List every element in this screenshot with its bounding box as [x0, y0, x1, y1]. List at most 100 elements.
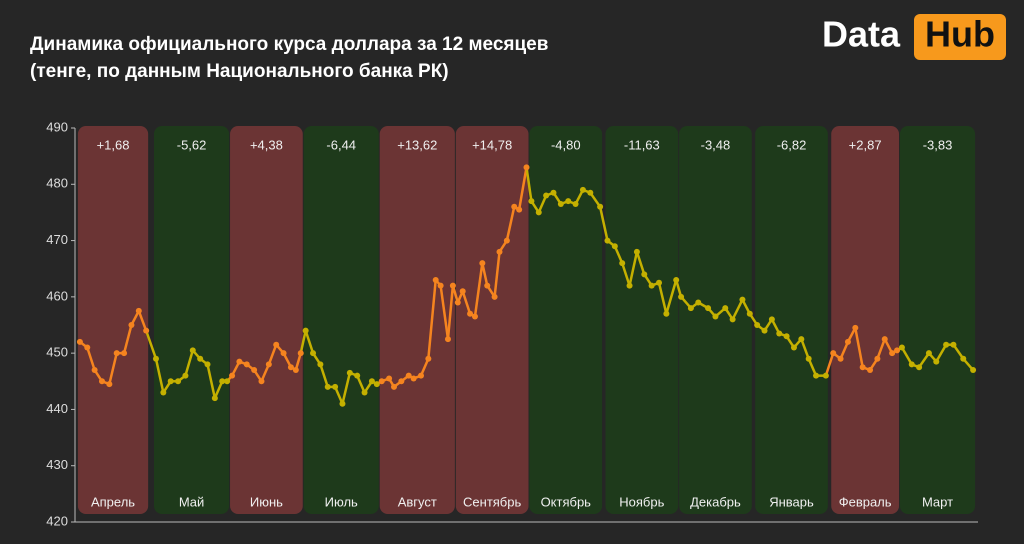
- point: [324, 383, 331, 390]
- line-segment: [427, 279, 437, 359]
- month-band: [899, 126, 976, 514]
- point: [152, 355, 159, 362]
- line-segment: [319, 364, 329, 388]
- line-segment: [657, 282, 668, 315]
- point: [557, 200, 564, 207]
- line-segment: [333, 386, 344, 405]
- line-segment: [537, 195, 548, 213]
- dots: [76, 164, 977, 407]
- point: [91, 367, 98, 374]
- point: [219, 378, 226, 385]
- point: [182, 372, 189, 379]
- point: [368, 378, 375, 385]
- band-change-label: -11,63: [624, 137, 660, 152]
- point: [258, 378, 265, 385]
- point: [535, 209, 542, 216]
- line-segment: [267, 344, 278, 365]
- point: [511, 203, 518, 210]
- point: [898, 344, 905, 351]
- point: [310, 350, 317, 357]
- band-change-label: +14,78: [472, 137, 512, 152]
- line-segment: [800, 338, 810, 360]
- band-change-label: -6,82: [777, 137, 807, 152]
- point: [943, 341, 950, 348]
- month-band: [77, 126, 149, 514]
- point: [354, 372, 361, 379]
- point: [844, 338, 851, 345]
- point: [459, 288, 466, 295]
- line-segment: [446, 285, 455, 340]
- chart-title: Динамика официального курса доллара за 1…: [30, 34, 548, 55]
- point: [695, 299, 702, 306]
- line-segment: [900, 346, 913, 366]
- point: [783, 333, 790, 340]
- line-segment: [935, 344, 948, 363]
- month-label: Март: [922, 494, 953, 509]
- y-tick-label: 450: [46, 345, 68, 360]
- band-change-label: -4,80: [551, 137, 581, 152]
- point: [390, 383, 397, 390]
- point: [746, 310, 753, 317]
- point: [604, 237, 611, 244]
- line-segment: [206, 364, 217, 399]
- line-segment: [356, 375, 366, 394]
- point: [229, 372, 236, 379]
- point: [656, 279, 663, 286]
- point: [287, 364, 294, 371]
- point: [722, 305, 729, 312]
- point: [790, 344, 797, 351]
- line-segment: [635, 251, 646, 275]
- point: [663, 310, 670, 317]
- point: [410, 375, 417, 382]
- line-segment: [341, 372, 352, 405]
- line-segment: [154, 358, 165, 393]
- point: [128, 322, 135, 328]
- month-label: Январь: [769, 494, 814, 509]
- line-segment: [299, 330, 307, 354]
- point: [106, 381, 113, 388]
- point: [332, 383, 339, 390]
- point: [908, 361, 915, 368]
- point: [687, 305, 694, 312]
- point: [121, 350, 128, 357]
- point: [113, 350, 120, 357]
- point: [813, 372, 820, 379]
- point: [761, 327, 768, 334]
- point: [373, 381, 380, 388]
- month-band: [153, 126, 230, 514]
- point: [933, 358, 940, 365]
- point: [76, 338, 83, 345]
- point: [970, 367, 977, 374]
- line-segment: [876, 338, 886, 360]
- band-change-label: +13,62: [397, 137, 437, 152]
- point: [175, 378, 182, 385]
- point: [859, 364, 866, 371]
- point: [143, 327, 150, 334]
- point: [641, 271, 648, 278]
- line-segment: [525, 167, 533, 202]
- point: [467, 310, 474, 317]
- line-segment: [184, 349, 194, 377]
- point: [398, 378, 405, 385]
- point: [432, 276, 439, 283]
- y-tick-label: 430: [46, 457, 68, 472]
- point: [211, 395, 218, 402]
- line-segment: [665, 279, 678, 315]
- point: [867, 367, 874, 374]
- point: [611, 243, 618, 250]
- y-tick-label: 490: [46, 119, 68, 134]
- month-band: [831, 126, 900, 514]
- month-band: [755, 126, 828, 514]
- point: [425, 355, 432, 362]
- point: [587, 189, 594, 196]
- point: [579, 186, 586, 193]
- line-segment: [137, 310, 148, 332]
- line-segment: [505, 206, 516, 241]
- month-label: Октябрь: [541, 494, 592, 509]
- band-change-label: -3,48: [701, 137, 731, 152]
- line-segment: [854, 327, 864, 368]
- line-segment: [213, 380, 224, 399]
- point: [572, 200, 579, 207]
- month-band: [679, 126, 752, 514]
